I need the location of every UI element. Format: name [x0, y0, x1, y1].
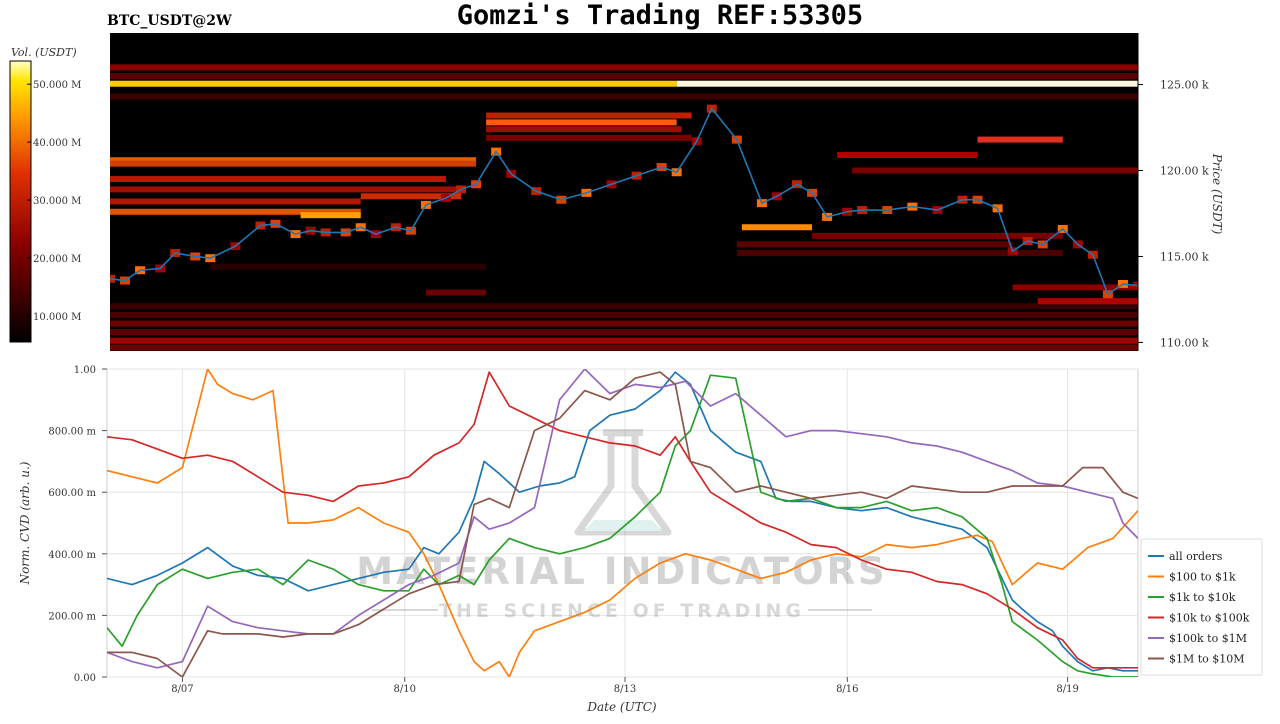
x-tick-label: 8/16: [836, 684, 858, 695]
heatmap-band: [486, 126, 682, 133]
x-tick-label: 8/13: [614, 684, 636, 695]
heatmap-band: [852, 167, 1138, 174]
legend-label: $10k to $100k: [1169, 612, 1250, 625]
heatmap-band: [110, 176, 446, 183]
colorbar-label: Vol. (USDT): [11, 46, 77, 59]
colorbar-tick-label: 50.000 M: [33, 80, 81, 91]
heatmap-band: [110, 157, 477, 164]
series-line-s10k_100k: [107, 371, 1138, 669]
legend-label: all orders: [1169, 550, 1223, 563]
cvd-axis-label: Norm. CVD (arb. u.): [18, 461, 32, 585]
price-tick-label: 125.00 k: [1160, 79, 1209, 92]
legend: all orders $100 to $1k $1k to $10k $10k to …: [1140, 538, 1263, 676]
watermark-tagline: THE SCIENCE OF TRADING: [439, 600, 805, 622]
legend-label: $100k to $1M: [1169, 632, 1247, 645]
y-tick-label: 600.00 m: [48, 488, 96, 499]
colorbar-tick-label: 40.000 M: [33, 138, 81, 149]
heatmap-band: [110, 329, 1138, 336]
heatmap-band: [110, 344, 1138, 351]
heatmap-band: [360, 193, 462, 200]
heatmap-band: [300, 212, 361, 219]
colorbar: [9, 60, 32, 343]
heatmap-band: [1012, 284, 1138, 291]
heatmap-band: [110, 93, 1138, 100]
price-line: [110, 107, 1138, 296]
heatmap-band: [837, 152, 978, 159]
chart-title: Gomzi's Trading REF:53305: [457, 0, 863, 31]
heatmap-band: [977, 136, 1063, 143]
flask-icon: [574, 429, 672, 536]
heatmap-band: [110, 80, 677, 87]
heatmap-band: [1037, 298, 1138, 305]
y-tick-label: 200.00 m: [48, 611, 96, 622]
legend-label: $100 to $1k: [1169, 571, 1236, 584]
heatmap-band: [110, 303, 1138, 310]
price-tick-label: 115.00 k: [1160, 250, 1209, 263]
heatmap-band: [486, 134, 692, 141]
heatmap-band: [110, 186, 462, 193]
series-line-all_orders: [107, 371, 1138, 672]
heatmap-band: [486, 119, 677, 126]
legend-label: $1k to $10k: [1169, 591, 1236, 604]
watermark-brand: MATERIAL INDICATORS: [356, 550, 887, 593]
heatmap-band: [425, 289, 487, 296]
heatmap-band: [741, 224, 813, 231]
y-tick-label: 800.00 m: [48, 427, 96, 438]
heatmap-band: [110, 72, 1138, 79]
y-tick-label: 1.00: [74, 365, 96, 376]
heatmap-band: [110, 208, 361, 215]
price-tick-label: 110.00 k: [1160, 336, 1209, 349]
date-axis-label: Date (UTC): [586, 700, 656, 714]
heatmap-band: [736, 241, 1013, 248]
pair-label: BTC_USDT@2W: [107, 13, 232, 29]
series-line-s1m_10m: [107, 371, 1138, 677]
heatmap-band: [676, 80, 1138, 87]
colorbar-tick-label: 10.000 M: [33, 312, 81, 323]
heatmap-band: [110, 160, 477, 167]
legend-label: $1M to $10M: [1169, 653, 1245, 666]
heatmap-band: [110, 64, 1138, 71]
heatmap-band: [110, 311, 1138, 318]
heatmap-band: [210, 263, 487, 270]
series-line-s1k_10k: [107, 374, 1138, 677]
watermark: MATERIAL INDICATORS THE SCIENCE OF TRADI…: [356, 429, 887, 622]
x-tick-label: 8/19: [1056, 684, 1078, 695]
price-tick-label: 120.00 k: [1160, 165, 1209, 178]
heatmap-band: [812, 232, 1063, 239]
heatmap-band: [110, 320, 1138, 327]
price-axis-label: Price (USDT): [1210, 153, 1224, 235]
colorbar-tick-label: 30.000 M: [33, 196, 81, 207]
x-tick-label: 8/07: [171, 684, 193, 695]
y-tick-label: 0.00: [74, 673, 96, 684]
x-tick-label: 8/10: [393, 684, 415, 695]
heatmap-band: [110, 337, 1138, 344]
y-tick-label: 400.00 m: [48, 550, 96, 561]
heatmap-band: [110, 198, 361, 205]
heatmap-band: [736, 250, 1063, 257]
series-line-s100_1k: [107, 369, 1138, 677]
colorbar-tick-label: 20.000 M: [33, 254, 81, 265]
heatmap-band: [486, 112, 692, 119]
